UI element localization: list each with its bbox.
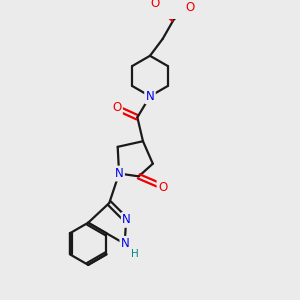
Text: N: N: [115, 167, 124, 180]
Text: O: O: [112, 101, 122, 114]
Text: N: N: [121, 237, 130, 250]
Text: N: N: [122, 213, 131, 226]
Text: N: N: [146, 90, 154, 103]
Text: O: O: [186, 1, 195, 14]
Text: H: H: [131, 249, 138, 259]
Text: O: O: [158, 181, 167, 194]
Text: O: O: [150, 0, 159, 10]
